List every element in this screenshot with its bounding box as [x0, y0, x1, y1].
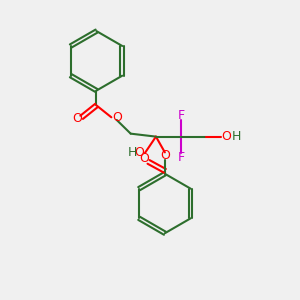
Text: H: H — [128, 146, 137, 160]
Text: O: O — [72, 112, 82, 125]
Text: O: O — [139, 152, 149, 165]
Text: O: O — [112, 111, 122, 124]
Text: H: H — [232, 130, 241, 143]
Text: O: O — [222, 130, 232, 143]
Text: F: F — [178, 151, 185, 164]
Text: F: F — [178, 109, 185, 122]
Text: O: O — [135, 146, 145, 160]
Text: O: O — [160, 149, 170, 162]
